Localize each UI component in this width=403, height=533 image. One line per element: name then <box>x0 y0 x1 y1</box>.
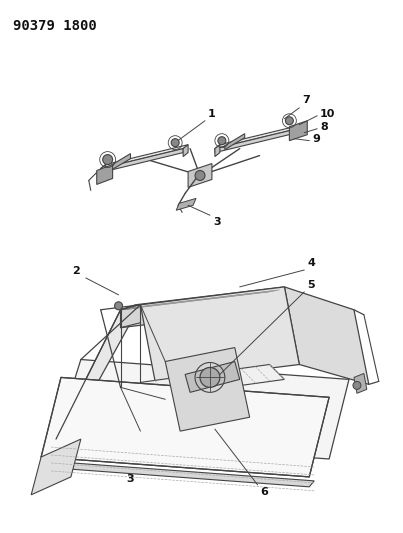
Polygon shape <box>120 292 270 328</box>
Text: 1: 1 <box>208 109 216 119</box>
Polygon shape <box>31 439 81 495</box>
Polygon shape <box>56 360 349 459</box>
Polygon shape <box>183 144 188 157</box>
Text: 90379 1800: 90379 1800 <box>13 19 97 33</box>
Circle shape <box>353 382 361 389</box>
Polygon shape <box>41 461 314 487</box>
Polygon shape <box>56 305 140 439</box>
Polygon shape <box>185 361 240 392</box>
Polygon shape <box>165 348 250 431</box>
Polygon shape <box>215 129 297 152</box>
Polygon shape <box>101 165 106 176</box>
Text: 3: 3 <box>127 474 134 484</box>
Text: 3: 3 <box>213 217 220 227</box>
Polygon shape <box>225 134 245 150</box>
Polygon shape <box>176 198 196 211</box>
Polygon shape <box>101 149 183 173</box>
Circle shape <box>195 171 205 181</box>
Polygon shape <box>297 125 302 136</box>
Polygon shape <box>140 287 299 382</box>
Text: 10: 10 <box>320 109 336 119</box>
Polygon shape <box>285 287 369 384</box>
Polygon shape <box>354 374 367 393</box>
Polygon shape <box>111 154 131 171</box>
Text: 6: 6 <box>261 487 268 497</box>
Circle shape <box>200 367 220 387</box>
Polygon shape <box>97 165 112 184</box>
Polygon shape <box>215 144 220 157</box>
Circle shape <box>103 155 112 165</box>
Text: 4: 4 <box>307 258 315 268</box>
Polygon shape <box>140 365 285 397</box>
Polygon shape <box>215 125 302 149</box>
Circle shape <box>218 136 226 144</box>
Polygon shape <box>41 377 329 477</box>
Text: 5: 5 <box>307 280 315 290</box>
Polygon shape <box>289 121 307 141</box>
Circle shape <box>285 117 293 125</box>
Text: 2: 2 <box>72 266 80 276</box>
Text: 8: 8 <box>320 122 328 132</box>
Text: 9: 9 <box>312 134 320 144</box>
Polygon shape <box>120 287 285 310</box>
Polygon shape <box>101 144 188 168</box>
Circle shape <box>171 139 179 147</box>
Circle shape <box>114 302 123 310</box>
Polygon shape <box>188 164 212 188</box>
Text: 7: 7 <box>302 95 310 105</box>
